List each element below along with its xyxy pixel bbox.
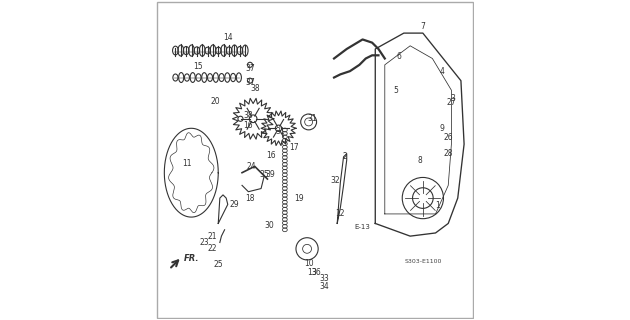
Text: 1: 1 [435, 202, 440, 211]
Text: 38: 38 [250, 84, 260, 93]
Text: 19: 19 [294, 194, 304, 203]
Text: 32: 32 [331, 176, 340, 185]
Text: 25: 25 [214, 260, 223, 269]
Text: 31: 31 [275, 127, 285, 136]
Text: 29: 29 [229, 200, 239, 209]
Text: 39: 39 [266, 170, 275, 179]
Text: 21: 21 [207, 232, 217, 241]
Text: 2: 2 [343, 152, 348, 161]
Text: 27: 27 [447, 99, 456, 108]
Text: 13: 13 [307, 268, 317, 277]
Text: 31: 31 [307, 114, 317, 123]
Text: 6: 6 [397, 52, 401, 61]
Text: 12: 12 [336, 209, 345, 219]
Text: 9: 9 [440, 124, 444, 133]
Text: 18: 18 [245, 194, 255, 203]
Text: 38: 38 [244, 111, 253, 120]
Text: 35: 35 [260, 170, 269, 179]
Text: 3: 3 [450, 94, 455, 103]
Text: 20: 20 [210, 97, 220, 106]
Text: FR.: FR. [183, 254, 199, 263]
Text: 10: 10 [304, 259, 314, 268]
Text: 17: 17 [290, 143, 299, 152]
Text: 24: 24 [247, 162, 256, 171]
Text: 5: 5 [394, 86, 398, 95]
Text: 22: 22 [207, 244, 217, 253]
Text: 11: 11 [182, 159, 192, 168]
Text: 33: 33 [319, 275, 329, 284]
Text: 16: 16 [266, 151, 275, 160]
Text: 8: 8 [417, 156, 422, 164]
Text: 26: 26 [444, 133, 453, 142]
Text: 37: 37 [245, 78, 255, 87]
Text: 15: 15 [193, 62, 202, 71]
Text: S303-E1100: S303-E1100 [404, 259, 442, 264]
Text: 36: 36 [312, 268, 321, 277]
Text: 28: 28 [444, 149, 453, 158]
Text: 37: 37 [245, 63, 255, 73]
Text: 7: 7 [420, 22, 425, 31]
Text: 4: 4 [440, 67, 444, 76]
Text: 23: 23 [199, 238, 209, 247]
Text: 30: 30 [264, 220, 274, 229]
Text: E-13: E-13 [355, 224, 370, 230]
Text: 14: 14 [223, 33, 232, 42]
Text: 16: 16 [244, 121, 253, 130]
Text: 34: 34 [319, 282, 329, 292]
